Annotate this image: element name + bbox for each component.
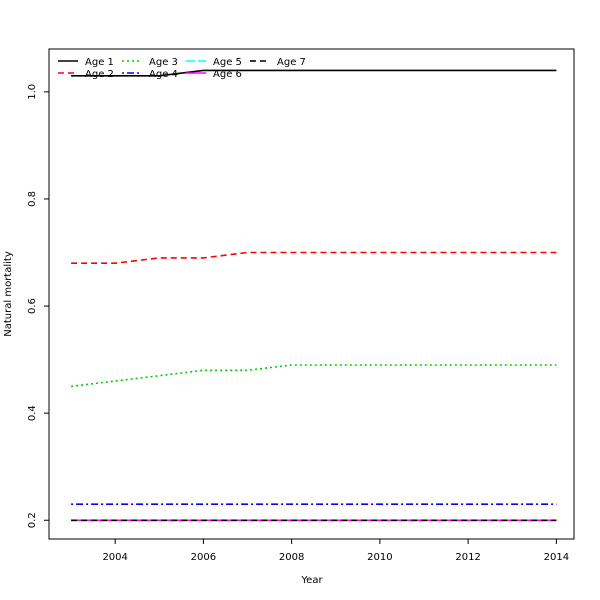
plot-frame bbox=[48, 48, 575, 540]
series-layer bbox=[71, 69, 557, 522]
x-tick-label: 2004 bbox=[102, 552, 127, 563]
y-tick-label: 0.4 bbox=[27, 405, 38, 421]
y-axis: 0.2 0.4 0.6 0.8 1.0 bbox=[27, 84, 49, 528]
y-tick-label: 0.8 bbox=[27, 191, 38, 207]
y-tick-label: 1.0 bbox=[27, 84, 38, 100]
x-axis: 2004 2006 2008 2010 2012 2014 bbox=[102, 539, 569, 563]
x-tick-label: 2008 bbox=[279, 552, 304, 563]
legend-label: Age 1 bbox=[85, 57, 114, 68]
x-axis-label: Year bbox=[300, 575, 323, 586]
legend-label: Age 5 bbox=[213, 57, 242, 68]
x-tick-label: 2012 bbox=[455, 552, 480, 563]
legend-label: Age 2 bbox=[85, 69, 114, 80]
legend-label: Age 6 bbox=[213, 69, 242, 80]
series-line-age-2 bbox=[71, 251, 557, 265]
series-line-age-3 bbox=[71, 364, 557, 388]
y-tick-label: 0.2 bbox=[27, 512, 38, 528]
legend-label: Age 4 bbox=[149, 69, 178, 80]
y-axis-label: Natural mortality bbox=[3, 251, 14, 337]
legend-label: Age 3 bbox=[149, 57, 178, 68]
x-tick-label: 2010 bbox=[367, 552, 392, 563]
x-tick-label: 2006 bbox=[191, 552, 216, 563]
legend-label: Age 7 bbox=[277, 57, 306, 68]
x-tick-label: 2014 bbox=[544, 552, 569, 563]
y-tick-label: 0.6 bbox=[27, 298, 38, 314]
series-line-age-1 bbox=[71, 69, 557, 77]
